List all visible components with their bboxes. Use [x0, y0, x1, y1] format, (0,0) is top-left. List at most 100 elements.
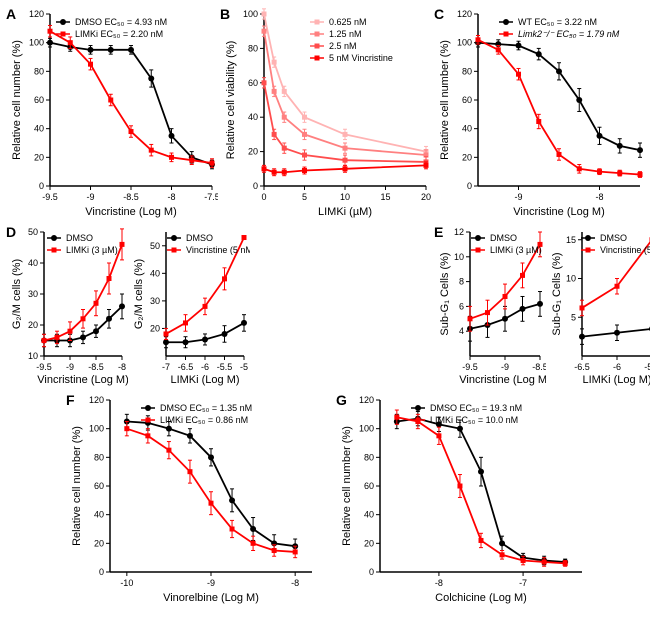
- svg-text:20: 20: [28, 320, 38, 330]
- svg-text:Sub-G₁ Cells (%): Sub-G₁ Cells (%): [551, 252, 563, 335]
- svg-text:-8: -8: [595, 192, 603, 202]
- svg-text:DMSO EC₅₀ = 1.35 nM: DMSO EC₅₀ = 1.35 nM: [160, 403, 252, 413]
- row-fg: F020406080100120-10-9-8Vinorelbine (Log …: [8, 394, 650, 604]
- svg-text:80: 80: [248, 43, 258, 53]
- svg-text:6: 6: [459, 301, 464, 311]
- svg-text:G₂/M cells (%): G₂/M cells (%): [133, 259, 145, 329]
- svg-text:1.25 nM: 1.25 nM: [329, 29, 362, 39]
- panel-a: A020406080100120-9.5-9-8.5-8-7.5Vincrist…: [8, 8, 218, 218]
- svg-text:Sub-G₁ Cells (%): Sub-G₁ Cells (%): [439, 252, 451, 335]
- svg-text:60: 60: [248, 78, 258, 88]
- svg-text:-5: -5: [240, 362, 248, 372]
- svg-text:8: 8: [459, 277, 464, 287]
- figure-grid: A020406080100120-9.5-9-8.5-8-7.5Vincrist…: [8, 8, 650, 604]
- svg-text:WT EC₅₀ = 3.22 nM: WT EC₅₀ = 3.22 nM: [518, 17, 597, 27]
- svg-text:Vincristine (5 nM): Vincristine (5 nM): [600, 245, 650, 255]
- panel-label-d: D: [6, 224, 16, 240]
- svg-text:Vincristine (Log M): Vincristine (Log M): [85, 206, 177, 218]
- svg-text:20: 20: [150, 323, 160, 333]
- panel-label-e: E: [434, 224, 443, 240]
- svg-text:50: 50: [28, 227, 38, 237]
- svg-text:80: 80: [364, 452, 374, 462]
- svg-text:-8.5: -8.5: [88, 362, 104, 372]
- svg-text:40: 40: [28, 258, 38, 268]
- svg-text:100: 100: [29, 38, 44, 48]
- panel-f: F020406080100120-10-9-8Vinorelbine (Log …: [68, 394, 328, 604]
- svg-text:-9.5: -9.5: [36, 362, 52, 372]
- svg-text:10: 10: [454, 252, 464, 262]
- svg-text:2.5 nM: 2.5 nM: [329, 41, 357, 51]
- svg-text:-9: -9: [66, 362, 74, 372]
- svg-text:120: 120: [359, 395, 374, 405]
- svg-text:10: 10: [566, 274, 576, 284]
- svg-text:-9: -9: [501, 362, 509, 372]
- svg-text:100: 100: [359, 424, 374, 434]
- svg-text:20: 20: [462, 152, 472, 162]
- svg-text:LIMKi EC₅₀ = 2.20 nM: LIMKi EC₅₀ = 2.20 nM: [75, 29, 163, 39]
- svg-text:0: 0: [369, 567, 374, 577]
- svg-text:5: 5: [571, 312, 576, 322]
- svg-text:20: 20: [248, 147, 258, 157]
- svg-text:-8: -8: [435, 578, 443, 588]
- svg-text:Vincristine (Log M): Vincristine (Log M): [37, 374, 128, 386]
- svg-text:100: 100: [243, 9, 258, 19]
- svg-text:-9: -9: [514, 192, 522, 202]
- svg-text:LIMKi (3 µM): LIMKi (3 µM): [490, 245, 542, 255]
- svg-text:Vincristine (Log M): Vincristine (Log M): [459, 374, 546, 386]
- svg-text:-6.5: -6.5: [574, 362, 590, 372]
- svg-text:12: 12: [454, 227, 464, 237]
- panel-label-g: G: [336, 392, 347, 408]
- svg-text:-9: -9: [86, 192, 94, 202]
- svg-text:20: 20: [364, 538, 374, 548]
- svg-text:0: 0: [39, 181, 44, 191]
- svg-text:40: 40: [364, 510, 374, 520]
- panel-e: E 4681012-9.5-9-8.5Vincristine (Log M)Su…: [436, 226, 650, 386]
- svg-text:G₂/M cells (%): G₂/M cells (%): [11, 259, 23, 329]
- svg-text:LIMKi (µM): LIMKi (µM): [318, 206, 372, 218]
- svg-text:Relative cell number (%): Relative cell number (%): [341, 426, 353, 546]
- svg-text:40: 40: [94, 510, 104, 520]
- svg-text:LIMKi EC₅₀ = 10.0 nM: LIMKi EC₅₀ = 10.0 nM: [430, 415, 518, 425]
- svg-text:0: 0: [99, 567, 104, 577]
- svg-text:DMSO EC₅₀ = 19.3 nM: DMSO EC₅₀ = 19.3 nM: [430, 403, 522, 413]
- svg-text:-8: -8: [167, 192, 175, 202]
- svg-text:60: 60: [34, 95, 44, 105]
- svg-text:40: 40: [34, 124, 44, 134]
- svg-text:0.625 nM: 0.625 nM: [329, 17, 367, 27]
- svg-text:5: 5: [302, 192, 307, 202]
- svg-text:60: 60: [94, 481, 104, 491]
- svg-text:40: 40: [150, 268, 160, 278]
- svg-text:4: 4: [459, 326, 464, 336]
- panel-label-f: F: [66, 392, 75, 408]
- svg-text:60: 60: [364, 481, 374, 491]
- svg-text:20: 20: [421, 192, 431, 202]
- svg-text:-8: -8: [291, 578, 299, 588]
- svg-text:LIMKi (Log M): LIMKi (Log M): [170, 374, 239, 386]
- svg-text:15: 15: [566, 235, 576, 245]
- panel-label-c: C: [434, 6, 444, 22]
- svg-text:Relative cell number (%): Relative cell number (%): [71, 426, 83, 546]
- svg-text:30: 30: [28, 289, 38, 299]
- svg-text:5 nM Vincristine: 5 nM Vincristine: [329, 53, 393, 63]
- svg-text:-9.5: -9.5: [462, 362, 478, 372]
- svg-text:Vincristine (5 nM): Vincristine (5 nM): [186, 245, 250, 255]
- svg-text:DMSO: DMSO: [490, 233, 517, 243]
- svg-text:15: 15: [380, 192, 390, 202]
- svg-text:40: 40: [248, 112, 258, 122]
- svg-text:DMSO: DMSO: [600, 233, 627, 243]
- svg-text:LIMKi (Log M): LIMKi (Log M): [582, 374, 650, 386]
- svg-text:30: 30: [150, 296, 160, 306]
- svg-text:120: 120: [29, 9, 44, 19]
- panel-label-a: A: [6, 6, 16, 22]
- svg-text:100: 100: [457, 38, 472, 48]
- panel-g: G020406080100120-8-7Colchicine (Log M)Re…: [338, 394, 598, 604]
- svg-text:50: 50: [150, 241, 160, 251]
- svg-text:-6: -6: [201, 362, 209, 372]
- panel-b: B02040608010005101520LIMKi (µM)Relative …: [222, 8, 432, 218]
- svg-text:-5.5: -5.5: [644, 362, 650, 372]
- svg-text:20: 20: [94, 538, 104, 548]
- svg-text:Colchicine (Log M): Colchicine (Log M): [435, 592, 527, 604]
- svg-text:120: 120: [89, 395, 104, 405]
- svg-text:80: 80: [94, 452, 104, 462]
- svg-text:-6: -6: [613, 362, 621, 372]
